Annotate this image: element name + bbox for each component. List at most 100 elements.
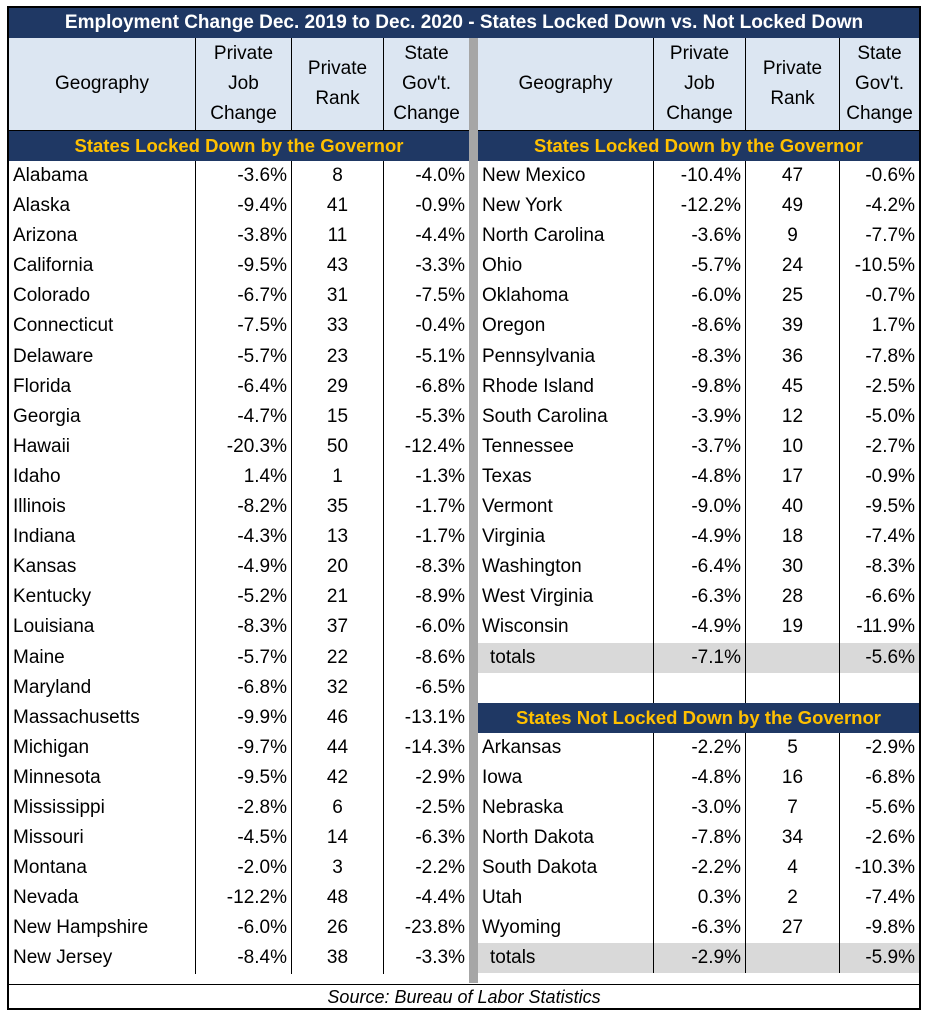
- private-job-change-value: -4.3%: [195, 522, 291, 553]
- private-rank-value: 13: [291, 522, 383, 553]
- state-govt-change-value: 1.7%: [839, 311, 919, 342]
- table-row: North Dakota -7.8% 34 -2.6%: [478, 822, 919, 854]
- private-job-change-value: -8.4%: [195, 943, 291, 974]
- state-govt-change-value: -0.9%: [839, 461, 919, 493]
- state-govt-change-value: -10.3%: [839, 853, 919, 884]
- state-name: Nebraska: [482, 796, 564, 818]
- private-job-change-value: -5.2%: [195, 582, 291, 613]
- private-rank-value: 31: [291, 281, 383, 312]
- table-row: Oregon -8.6% 39 1.7%: [478, 311, 919, 342]
- state-govt-change-value: -7.5%: [383, 281, 469, 312]
- state-name: Minnesota: [13, 766, 101, 788]
- state-govt-change-value: -8.9%: [383, 582, 469, 613]
- private-rank-value: 17: [745, 461, 839, 493]
- state-govt-change-value: -2.9%: [383, 762, 469, 793]
- state-govt-change-value: -1.7%: [383, 492, 469, 523]
- private-rank-value: 28: [745, 582, 839, 613]
- table-row: Oklahoma -6.0% 25 -0.7%: [478, 281, 919, 312]
- state-govt-change-value: -2.7%: [839, 431, 919, 462]
- private-rank-value: 23: [291, 341, 383, 372]
- private-rank-value: 6: [291, 792, 383, 824]
- private-rank-value: 18: [745, 522, 839, 553]
- state-govt-change-value: -2.6%: [839, 822, 919, 854]
- private-rank-value: 5: [745, 732, 839, 763]
- state-govt-change-value: -2.5%: [383, 792, 469, 824]
- state-name: Massachusetts: [13, 706, 140, 728]
- private-job-change-value: -9.8%: [653, 371, 745, 402]
- state-name: Utah: [482, 887, 523, 909]
- state-govt-change-value: -4.4%: [383, 221, 469, 252]
- table-row: Alabama -3.6% 8 -4.0%: [9, 161, 469, 192]
- private-rank-value: 29: [291, 371, 383, 402]
- private-job-change-value: -5.7%: [653, 251, 745, 282]
- state-name: Kansas: [13, 556, 77, 578]
- state-govt-change-value: -5.1%: [383, 341, 469, 372]
- private-job-change-value: -6.4%: [653, 552, 745, 583]
- private-job-change-value: -7.5%: [195, 311, 291, 342]
- private-rank-value: 10: [745, 431, 839, 462]
- table-row: Mississippi -2.8% 6 -2.5%: [9, 792, 469, 824]
- private-job-change-value: -6.0%: [653, 281, 745, 312]
- private-job-change-value: -7.1%: [653, 642, 745, 673]
- private-rank-value: 46: [291, 702, 383, 733]
- state-govt-change-value: -11.9%: [839, 612, 919, 643]
- private-rank-value: 25: [745, 281, 839, 312]
- private-job-change-value: -4.7%: [195, 401, 291, 432]
- table-row: Georgia -4.7% 15 -5.3%: [9, 401, 469, 432]
- state-govt-change-value: -6.8%: [383, 371, 469, 402]
- private-job-change-value: -2.0%: [195, 853, 291, 884]
- private-rank-value: 39: [745, 311, 839, 342]
- state-name: Idaho: [13, 465, 61, 487]
- state-name: Texas: [482, 465, 532, 487]
- header-state-govt-change: State Gov't. Change: [383, 38, 469, 130]
- left-header-row: Geography Private Job Change Private Rank S…: [9, 38, 469, 131]
- state-govt-change-value: -2.5%: [839, 371, 919, 402]
- state-govt-change-value: -8.3%: [839, 552, 919, 583]
- private-job-change-value: -4.8%: [653, 762, 745, 793]
- table-row: New Mexico -10.4% 47 -0.6%: [478, 161, 919, 192]
- private-rank-value: 8: [291, 161, 383, 192]
- private-rank-value: 27: [745, 913, 839, 944]
- private-rank-value: 37: [291, 612, 383, 643]
- state-name: Alabama: [13, 165, 88, 186]
- table-row: Idaho 1.4% 1 -1.3%: [9, 461, 469, 493]
- state-name: Alaska: [13, 195, 71, 217]
- private-rank-value: 43: [291, 251, 383, 282]
- right-not-locked-band: States Not Locked Down by the Governor: [478, 702, 919, 733]
- private-job-change-value: -5.7%: [195, 642, 291, 673]
- state-govt-change-value: -4.2%: [839, 191, 919, 222]
- private-job-change-value: -4.5%: [195, 823, 291, 854]
- state-name: Rhode Island: [482, 375, 594, 397]
- table-row: Delaware -5.7% 23 -5.1%: [9, 341, 469, 372]
- private-job-change-value: 1.4%: [195, 461, 291, 493]
- private-job-change-value: -12.2%: [195, 883, 291, 914]
- private-job-change-value: -4.8%: [653, 461, 745, 493]
- private-rank-value: 35: [291, 492, 383, 523]
- private-rank-value: 4: [745, 853, 839, 884]
- private-job-change-value: -10.4%: [653, 161, 745, 192]
- table-row: New York -12.2% 49 -4.2%: [478, 191, 919, 222]
- state-name: Mississippi: [13, 796, 105, 818]
- private-rank-value: 32: [291, 672, 383, 703]
- private-job-change-value: -2.9%: [653, 943, 745, 974]
- table-row: Minnesota -9.5% 42 -2.9%: [9, 762, 469, 793]
- table-row: Ohio -5.7% 24 -10.5%: [478, 251, 919, 282]
- state-name: Florida: [13, 375, 72, 397]
- state-govt-change-value: -4.0%: [383, 161, 469, 192]
- state-name: North Carolina: [482, 225, 605, 247]
- table-row: South Dakota -2.2% 4 -10.3%: [478, 853, 919, 884]
- table-row: Nevada -12.2% 48 -4.4%: [9, 883, 469, 914]
- private-job-change-value: -6.3%: [653, 913, 745, 944]
- private-rank-value: 15: [291, 401, 383, 432]
- header-state-govt-change: State Gov't. Change: [839, 38, 919, 130]
- private-job-change-value: -6.4%: [195, 371, 291, 402]
- private-job-change-value: -2.8%: [195, 792, 291, 824]
- state-govt-change-value: -9.8%: [839, 913, 919, 944]
- state-name: Montana: [13, 857, 87, 879]
- header-private-rank: Private Rank: [291, 38, 383, 130]
- private-rank-value: 7: [745, 792, 839, 823]
- private-rank-value: 30: [745, 552, 839, 583]
- table-row: New Jersey -8.4% 38 -3.3%: [9, 943, 469, 974]
- table-row: Arkansas -2.2% 5 -2.9%: [478, 732, 919, 763]
- state-govt-change-value: -3.3%: [383, 943, 469, 974]
